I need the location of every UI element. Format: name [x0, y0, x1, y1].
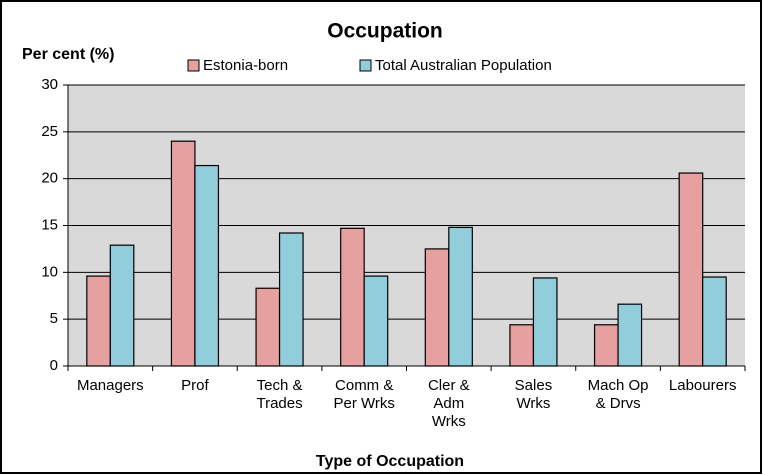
x-tick-label: Labourers [669, 377, 737, 394]
bar [509, 324, 535, 367]
x-tick-label: Prof [181, 377, 209, 394]
x-tick-label: Sales Wrks [515, 377, 553, 412]
y-tick-label: 15 [41, 216, 58, 233]
bar [340, 227, 365, 367]
y-axis-label: Per cent (%) [22, 46, 114, 63]
y-tick-label: 0 [50, 357, 58, 374]
y-tick-label: 30 [41, 76, 58, 93]
x-tick-label: Managers [77, 377, 144, 394]
x-tick-label: Cler & Adm Wrks [428, 377, 470, 430]
legend-label: Total Australian Population [375, 57, 552, 74]
bar [363, 275, 389, 367]
y-tick-label: 5 [50, 310, 58, 327]
bar [678, 172, 704, 367]
legend-swatch [359, 59, 372, 72]
x-tick-label: Mach Op & Drvs [588, 377, 649, 412]
x-axis-label: Type of Occupation [316, 453, 464, 470]
bar [278, 232, 304, 367]
y-tick-label: 10 [41, 263, 58, 280]
bar [194, 164, 220, 367]
bar [86, 275, 111, 367]
x-tick-label: Tech & Trades [256, 377, 302, 412]
bar [424, 248, 450, 367]
bar [109, 244, 135, 367]
bar [532, 277, 558, 367]
x-tick-label: Comm & Per Wrks [333, 377, 394, 412]
legend-swatch [187, 59, 200, 72]
bar [702, 276, 727, 367]
y-tick-label: 25 [41, 123, 58, 140]
bar [617, 303, 643, 367]
bar [255, 287, 281, 367]
y-tick-label: 20 [41, 170, 58, 187]
legend-label: Estonia-born [203, 57, 288, 74]
bar [170, 140, 196, 367]
bar [448, 226, 473, 367]
bar [593, 324, 619, 367]
chart-title: Occupation [327, 20, 443, 43]
